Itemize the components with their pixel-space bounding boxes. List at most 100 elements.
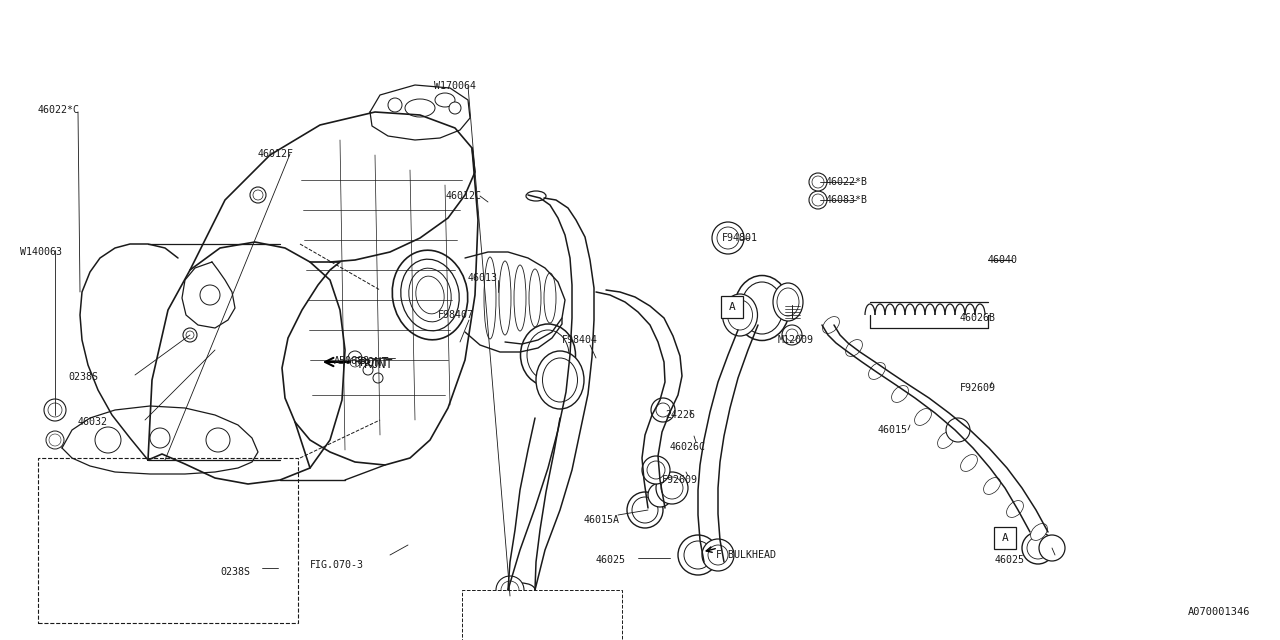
Circle shape xyxy=(348,351,362,365)
Circle shape xyxy=(95,427,122,453)
Circle shape xyxy=(717,227,739,249)
Bar xyxy=(721,296,742,318)
Ellipse shape xyxy=(983,477,1001,495)
Circle shape xyxy=(538,381,552,395)
Text: 24226: 24226 xyxy=(666,410,695,420)
Text: 46040: 46040 xyxy=(988,255,1018,265)
Circle shape xyxy=(678,535,718,575)
Text: F92609: F92609 xyxy=(960,383,996,393)
Text: A: A xyxy=(1002,533,1009,543)
Ellipse shape xyxy=(1030,524,1047,540)
Ellipse shape xyxy=(960,454,978,472)
Text: 46022*B: 46022*B xyxy=(826,177,868,187)
Text: W140063: W140063 xyxy=(20,247,61,257)
Text: 46025: 46025 xyxy=(995,555,1025,565)
Ellipse shape xyxy=(823,317,840,333)
Ellipse shape xyxy=(484,257,497,339)
Circle shape xyxy=(388,98,402,112)
Circle shape xyxy=(46,431,64,449)
Circle shape xyxy=(1021,532,1053,564)
Text: FRONT: FRONT xyxy=(358,358,394,371)
Circle shape xyxy=(652,398,675,422)
Ellipse shape xyxy=(416,276,444,314)
Ellipse shape xyxy=(543,358,577,402)
Circle shape xyxy=(349,357,360,367)
Ellipse shape xyxy=(529,269,541,327)
Ellipse shape xyxy=(435,93,454,107)
Circle shape xyxy=(657,472,689,504)
Circle shape xyxy=(44,399,67,421)
Text: 46012F: 46012F xyxy=(259,149,294,159)
Circle shape xyxy=(782,325,803,345)
Bar xyxy=(462,590,622,640)
Ellipse shape xyxy=(846,340,863,356)
Ellipse shape xyxy=(515,265,526,331)
Ellipse shape xyxy=(507,583,535,597)
Ellipse shape xyxy=(526,191,547,201)
Circle shape xyxy=(150,428,170,448)
Circle shape xyxy=(372,373,383,383)
Ellipse shape xyxy=(727,300,753,330)
Text: 46015A: 46015A xyxy=(584,515,620,525)
Circle shape xyxy=(186,331,195,339)
Circle shape xyxy=(946,418,970,442)
Text: A: A xyxy=(728,302,736,312)
Text: W170064: W170064 xyxy=(434,81,476,91)
Circle shape xyxy=(1039,535,1065,561)
Text: 46013: 46013 xyxy=(468,273,498,283)
Text: A50688: A50688 xyxy=(334,356,370,366)
Circle shape xyxy=(183,328,197,342)
Ellipse shape xyxy=(892,385,909,403)
Text: 46022*C: 46022*C xyxy=(38,105,81,115)
Text: 46083*B: 46083*B xyxy=(826,195,868,205)
Bar xyxy=(38,458,298,623)
Circle shape xyxy=(684,541,712,569)
Circle shape xyxy=(449,102,461,114)
Circle shape xyxy=(812,194,824,206)
Bar xyxy=(995,527,1016,549)
Circle shape xyxy=(648,483,672,507)
Circle shape xyxy=(712,222,744,254)
Circle shape xyxy=(701,539,733,571)
Text: 0238S: 0238S xyxy=(68,372,99,382)
Text: 46032: 46032 xyxy=(78,417,108,427)
Text: A070001346: A070001346 xyxy=(1188,607,1251,617)
Text: 0238S: 0238S xyxy=(220,567,250,577)
Circle shape xyxy=(364,365,372,375)
Text: FRONT: FRONT xyxy=(355,355,389,369)
Circle shape xyxy=(1027,537,1050,559)
Circle shape xyxy=(49,434,61,446)
Ellipse shape xyxy=(527,330,570,380)
Text: M12009: M12009 xyxy=(778,335,814,345)
Ellipse shape xyxy=(915,408,932,426)
Ellipse shape xyxy=(536,351,584,409)
Circle shape xyxy=(497,576,524,604)
Ellipse shape xyxy=(722,294,758,336)
Ellipse shape xyxy=(544,273,556,323)
Ellipse shape xyxy=(499,261,511,335)
Text: F98407: F98407 xyxy=(438,310,474,320)
Ellipse shape xyxy=(735,275,790,340)
Ellipse shape xyxy=(401,259,460,331)
Circle shape xyxy=(200,285,220,305)
Ellipse shape xyxy=(1006,500,1024,517)
Text: F BULKHEAD: F BULKHEAD xyxy=(716,550,776,560)
Ellipse shape xyxy=(773,283,803,321)
Circle shape xyxy=(49,403,61,417)
Ellipse shape xyxy=(869,363,886,380)
Text: F98404: F98404 xyxy=(562,335,598,345)
Text: F92609: F92609 xyxy=(662,475,698,485)
Ellipse shape xyxy=(937,431,955,449)
Text: F94801: F94801 xyxy=(722,233,758,243)
Circle shape xyxy=(812,176,824,188)
Circle shape xyxy=(500,581,518,599)
Text: 46015: 46015 xyxy=(878,425,908,435)
Ellipse shape xyxy=(521,324,576,386)
Text: 46026B: 46026B xyxy=(960,313,996,323)
Circle shape xyxy=(786,329,797,341)
Text: 46026C: 46026C xyxy=(669,442,707,452)
Circle shape xyxy=(809,191,827,209)
Circle shape xyxy=(206,428,230,452)
Ellipse shape xyxy=(408,268,452,322)
Circle shape xyxy=(632,497,658,523)
